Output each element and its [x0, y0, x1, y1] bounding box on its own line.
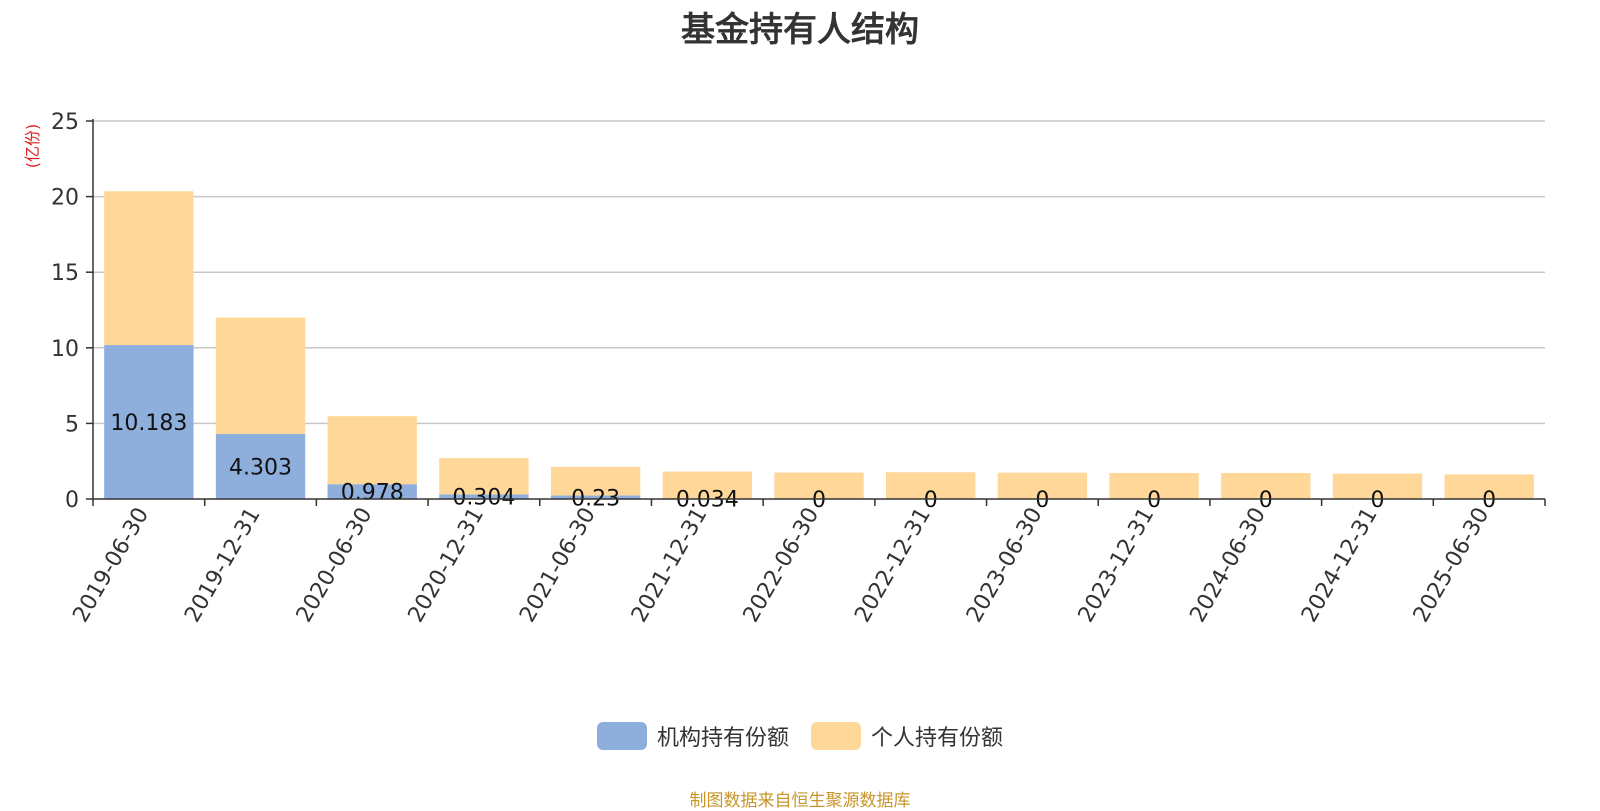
bar-individual: [997, 472, 1088, 499]
data-label-institutional: 0: [1259, 488, 1273, 513]
data-label-institutional: 0: [1147, 488, 1161, 513]
legend-label-institutional: 机构持有份额: [656, 726, 789, 751]
source-note: 制图数据来自恒生聚源数据库: [689, 791, 911, 811]
x-tick-label: 2023-12-31: [1074, 504, 1160, 627]
bar-institutional: [327, 484, 417, 499]
data-label-institutional: 0: [1370, 488, 1384, 513]
x-tick-label: 2019-06-30: [68, 504, 154, 627]
bar-individual: [104, 191, 194, 346]
bar-individual: [774, 472, 864, 499]
data-label-institutional: 0: [1035, 488, 1049, 513]
bar-individual: [215, 317, 306, 434]
bar-institutional: [215, 433, 306, 499]
legend: 机构持有份额 个人持有份额: [0, 720, 1600, 752]
bar-individual: [1332, 473, 1423, 499]
data-label-institutional: 10.183: [110, 411, 187, 436]
data-label-institutional: 0.034: [676, 488, 739, 513]
bar-individual: [439, 458, 529, 495]
x-tick-label: 2021-06-30: [515, 504, 601, 627]
x-tick-label: 2024-12-31: [1297, 504, 1383, 627]
legend-label-individual: 个人持有份额: [871, 726, 1004, 751]
bar-individual: [1109, 472, 1199, 499]
chart-title: 基金持有人结构: [681, 10, 919, 50]
data-label-institutional: 0.304: [452, 486, 515, 511]
x-tick-label: 2022-12-31: [850, 504, 936, 627]
data-label-institutional: 0: [812, 488, 826, 513]
x-tick-label: 2020-06-30: [292, 504, 378, 627]
x-tick-label: 2019-12-31: [180, 504, 266, 627]
legend-item-individual[interactable]: 个人持有份额: [811, 720, 1003, 752]
x-tick-label: 2021-12-31: [627, 504, 713, 627]
data-label-institutional: 0: [924, 488, 938, 513]
x-tick-label: 2020-12-31: [404, 504, 490, 627]
bar-individual: [662, 471, 752, 499]
bar-individual: [1221, 472, 1311, 499]
y-tick-label: 15: [51, 261, 79, 286]
data-label-institutional: 4.303: [229, 455, 292, 480]
x-tick-label: 2023-06-30: [962, 504, 1048, 627]
x-tick-label: 2024-06-30: [1185, 504, 1271, 627]
bar-individual: [886, 472, 976, 499]
legend-item-institutional[interactable]: 机构持有份额: [596, 720, 789, 752]
x-tick-label: 2022-06-30: [739, 504, 825, 627]
legend-swatch-individual: [811, 722, 861, 750]
bar-institutional: [104, 345, 194, 499]
bar-individual: [1444, 474, 1534, 499]
legend-swatch-institutional: [596, 722, 647, 750]
bar-individual: [550, 466, 641, 496]
bar-institutional: [550, 495, 641, 499]
data-label-institutional: 0: [1482, 488, 1496, 513]
bar-institutional: [439, 494, 529, 499]
x-tick-label: 2025-06-30: [1409, 504, 1495, 627]
y-tick-label: 5: [65, 412, 79, 437]
y-tick-label: 10: [51, 337, 79, 362]
y-tick-label: 20: [51, 186, 79, 211]
y-tick-label: 25: [51, 110, 79, 135]
y-tick-label: 0: [65, 488, 79, 513]
data-label-institutional: 0.978: [341, 481, 404, 506]
bar-individual: [327, 416, 417, 485]
